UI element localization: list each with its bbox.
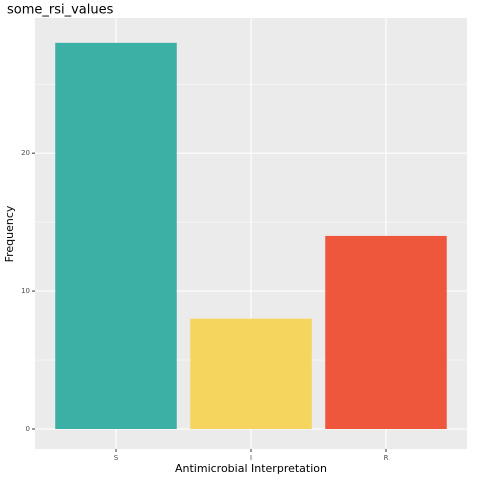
- y-tick-label: 10: [21, 287, 30, 295]
- bar: [55, 42, 177, 430]
- x-axis-label: Antimicrobial Interpretation: [175, 462, 327, 475]
- bar: [325, 235, 447, 430]
- x-tick-label: R: [384, 454, 389, 462]
- y-tick-label: 0: [26, 425, 30, 433]
- chart-title: some_rsi_values: [7, 3, 114, 18]
- x-tick-label: I: [250, 454, 252, 462]
- x-tick-label: S: [114, 454, 119, 462]
- y-axis-label: Frequency: [3, 205, 16, 262]
- y-tick-label: 20: [21, 149, 30, 157]
- bar: [190, 318, 312, 430]
